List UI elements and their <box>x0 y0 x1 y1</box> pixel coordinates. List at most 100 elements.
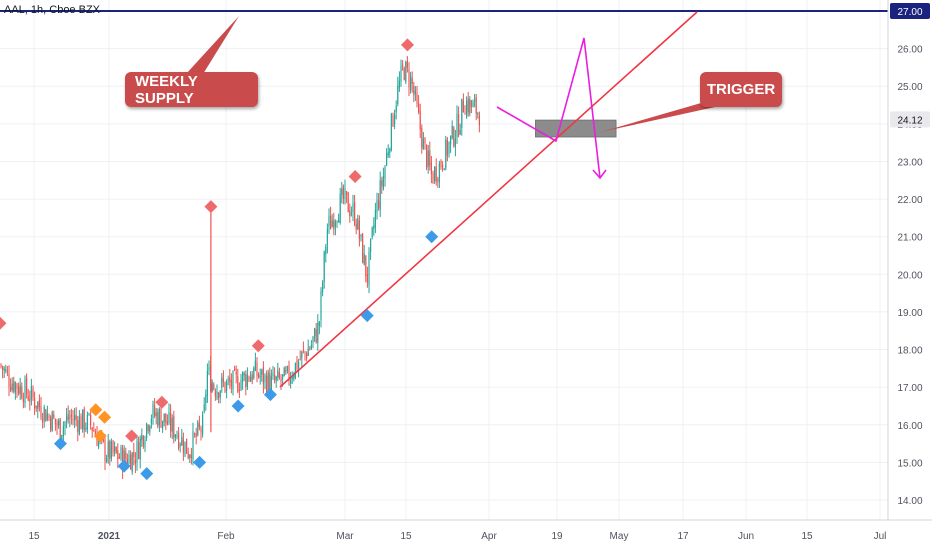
candle-body <box>267 372 269 393</box>
candle-body <box>446 139 448 156</box>
candle-body <box>442 165 444 169</box>
price-tick-label: 18.00 <box>897 346 922 357</box>
time-tick-label: May <box>610 531 629 542</box>
candle-body <box>299 358 301 360</box>
candle-body <box>243 373 245 376</box>
price-tick-label: 14.00 <box>897 496 922 507</box>
candle-body <box>386 153 388 166</box>
candle-body <box>122 448 124 470</box>
candle-body <box>75 415 77 420</box>
candle-body <box>53 414 55 419</box>
candle-body <box>42 419 44 423</box>
candle-body <box>26 377 28 395</box>
candle-body <box>155 412 157 417</box>
candle-body <box>275 376 277 381</box>
candle-body <box>477 113 479 115</box>
candle-body <box>221 376 223 389</box>
time-tick-label: Feb <box>217 531 235 542</box>
buy-signal-marker <box>140 467 154 481</box>
candle-body <box>94 432 96 436</box>
candle-body <box>379 180 381 210</box>
candle-body <box>365 255 367 276</box>
candle-body <box>245 374 247 387</box>
time-tick-label: 17 <box>677 531 689 542</box>
candle-body <box>458 114 460 136</box>
candle-body <box>290 379 292 384</box>
candle-body <box>430 162 432 175</box>
candle-body <box>331 220 333 227</box>
candle-body <box>163 413 165 422</box>
candle-body <box>19 385 21 394</box>
candle-body <box>139 438 141 460</box>
buy-signal-marker <box>53 437 67 451</box>
candle-body <box>186 438 188 454</box>
candle-body <box>387 152 389 156</box>
candle-body <box>309 348 311 350</box>
candle-body <box>83 408 85 431</box>
time-tick-label: Mar <box>336 531 354 542</box>
candle-body <box>10 387 12 391</box>
candle-body <box>358 220 360 239</box>
candle-body <box>466 101 468 117</box>
price-tick-label: 19.00 <box>897 308 922 319</box>
candle-body <box>146 423 148 438</box>
time-tick-label: 15 <box>801 531 813 542</box>
candle-body <box>234 368 236 371</box>
candle-body <box>35 405 37 409</box>
candle-body <box>160 409 162 428</box>
candle-body <box>371 227 373 238</box>
price-tick-label: 15.00 <box>897 458 922 469</box>
candle-body <box>213 384 215 390</box>
candle-body <box>296 360 298 370</box>
candle-body <box>326 228 328 245</box>
candle-body <box>414 90 416 95</box>
candle-body <box>237 376 239 392</box>
candle-body <box>6 371 8 373</box>
candle-body <box>328 216 330 227</box>
candle-body <box>11 383 13 391</box>
candle-body <box>32 388 34 398</box>
candle-body <box>469 99 471 114</box>
candle-body <box>435 166 437 182</box>
candle-body <box>285 370 287 373</box>
candle-body <box>363 253 365 265</box>
candle-body <box>448 142 450 155</box>
candle-body <box>389 148 391 154</box>
time-tick-label: 2021 <box>98 531 121 542</box>
buy-signal-marker <box>231 399 245 413</box>
candle-body <box>70 414 72 417</box>
candle-body <box>134 459 136 464</box>
candle-body <box>259 376 261 378</box>
candle-body <box>59 418 61 440</box>
candle-body <box>214 390 216 397</box>
candle-body <box>126 458 128 465</box>
candle-body <box>93 430 95 432</box>
candle-body <box>229 377 231 383</box>
candle-body <box>144 440 146 448</box>
candles <box>0 56 480 480</box>
candle-body <box>278 371 280 379</box>
orange-signal-marker <box>89 403 103 417</box>
sell-signal-marker <box>401 38 415 52</box>
candle-body <box>133 451 135 458</box>
candle-body <box>376 199 378 213</box>
time-tick-label: Apr <box>481 531 497 542</box>
candle-body <box>330 215 332 230</box>
candle-body <box>224 382 226 392</box>
weekly-supply-callout: WEEKLY SUPPLY <box>125 72 258 107</box>
ascending-trendline <box>279 11 698 388</box>
candle-body <box>86 414 88 430</box>
candle-body <box>98 438 100 448</box>
candle-body <box>16 383 18 390</box>
candle-body <box>136 441 138 463</box>
candle-body <box>138 442 140 459</box>
candle-body <box>384 166 386 179</box>
candle-body <box>114 446 116 452</box>
candle-body <box>445 139 447 169</box>
candle-body <box>362 233 364 263</box>
candle-body <box>157 412 159 427</box>
candle-body <box>320 290 322 320</box>
candle-body <box>411 78 413 84</box>
